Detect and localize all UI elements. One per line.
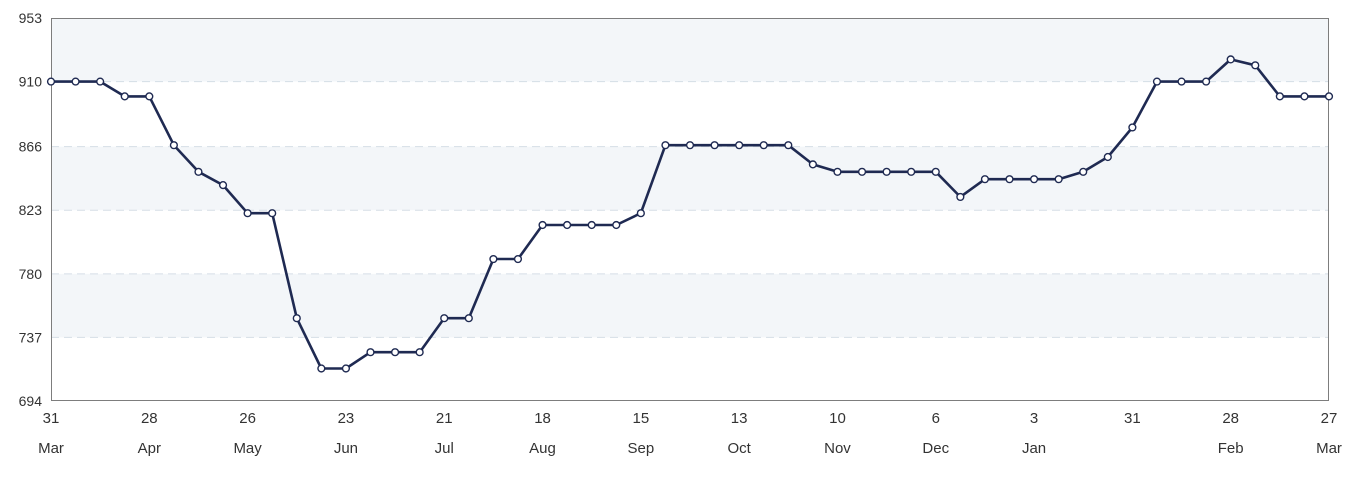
x-tick-day-label: 21 — [436, 410, 453, 427]
x-tick-day-label: 18 — [534, 410, 551, 427]
x-tick-day-label: 6 — [932, 410, 940, 427]
data-point — [366, 348, 375, 357]
x-tick-day-label: 15 — [633, 410, 650, 427]
data-point — [636, 209, 645, 218]
data-point — [415, 348, 424, 357]
data-point — [120, 92, 129, 101]
data-point — [1226, 55, 1235, 64]
x-tick-month-label: Apr — [138, 440, 161, 457]
y-tick-label: 737 — [19, 329, 43, 345]
x-tick-month-label: Jan — [1022, 440, 1046, 457]
data-point — [513, 254, 523, 264]
x-tick-month-label: Dec — [922, 440, 949, 457]
data-point — [243, 209, 252, 218]
data-point — [1054, 175, 1063, 184]
x-tick-month-label: Oct — [727, 440, 751, 457]
data-point — [661, 141, 670, 150]
data-point — [96, 77, 105, 86]
data-point — [907, 167, 916, 176]
x-tick-month-label: Jul — [435, 440, 454, 457]
x-tick-day-label: 23 — [338, 410, 355, 427]
data-point — [268, 209, 277, 218]
x-tick-month-label: Jun — [334, 440, 358, 457]
x-tick-day-label: 31 — [43, 410, 60, 427]
x-tick-month-label: Nov — [824, 440, 851, 457]
x-tick-month-label: Aug — [529, 440, 556, 457]
data-point — [833, 167, 842, 176]
data-point — [1324, 92, 1334, 101]
data-point — [145, 92, 154, 101]
grid-band — [51, 18, 1329, 82]
data-point — [587, 220, 596, 230]
data-point — [980, 175, 990, 184]
x-tick-day-label: 28 — [1222, 410, 1239, 427]
data-point — [1275, 92, 1284, 101]
grid-band — [51, 146, 1329, 211]
data-point — [685, 141, 695, 150]
data-point — [1152, 77, 1162, 86]
y-tick-label: 823 — [19, 202, 43, 218]
x-tick-month-label: Mar — [1316, 440, 1342, 457]
series-layer — [46, 55, 1334, 373]
x-tick-day-label: 31 — [1124, 410, 1141, 427]
x-tick-month-label: Sep — [627, 440, 654, 457]
data-point — [46, 77, 56, 86]
data-point — [1005, 175, 1014, 184]
data-point — [1128, 123, 1137, 132]
data-point — [194, 167, 203, 176]
x-tick-month-label: May — [233, 440, 262, 457]
data-point — [317, 364, 326, 373]
grid-band — [51, 273, 1329, 338]
x-tick-day-label: 28 — [141, 410, 158, 427]
data-point — [218, 181, 228, 190]
data-point — [341, 364, 351, 373]
y-tick-label: 780 — [19, 266, 43, 282]
y-axis: 694 737 780 823 866 910 953 — [19, 10, 43, 409]
plot-frame — [51, 18, 1329, 401]
data-point — [931, 167, 940, 176]
x-tick-month-label: Mar — [38, 440, 64, 457]
y-tick-label: 866 — [19, 139, 43, 155]
x-tick-day-label: 10 — [829, 410, 846, 427]
y-tick-label: 694 — [19, 393, 43, 409]
x-tick-day-label: 3 — [1030, 410, 1038, 427]
data-point — [440, 314, 449, 323]
data-point — [1103, 152, 1112, 162]
data-point — [1177, 77, 1186, 86]
x-tick-day-label: 27 — [1321, 410, 1338, 427]
data-point — [1079, 167, 1088, 176]
x-tick-day-label: 13 — [731, 410, 748, 427]
data-point — [1251, 61, 1260, 70]
data-point — [563, 220, 572, 230]
y-tick-label: 953 — [19, 10, 43, 26]
y-tick-label: 910 — [19, 74, 43, 90]
x-tick-day-label: 26 — [239, 410, 256, 427]
data-point — [464, 314, 473, 323]
data-point — [808, 160, 817, 169]
data-point — [759, 141, 768, 150]
data-point — [710, 141, 719, 150]
data-point — [1029, 175, 1039, 184]
data-point — [538, 220, 547, 230]
data-point — [857, 167, 867, 176]
data-point — [882, 167, 891, 176]
data-point — [1300, 92, 1309, 101]
x-axis: 31 Mar 28 Apr 26 May 23 Jun 21 Jul 18 Aug 15 Sep 13 Oct… — [38, 410, 1342, 457]
data-point — [390, 348, 400, 357]
data-point — [1202, 77, 1211, 86]
data-point — [71, 77, 80, 86]
data-point — [169, 141, 178, 150]
data-point — [735, 141, 744, 150]
x-tick-month-label: Feb — [1218, 440, 1244, 457]
data-point — [612, 220, 621, 230]
data-point — [489, 254, 498, 264]
data-point — [292, 314, 301, 323]
background-bands — [51, 18, 1329, 338]
data-point — [784, 141, 793, 150]
data-point — [956, 192, 965, 202]
